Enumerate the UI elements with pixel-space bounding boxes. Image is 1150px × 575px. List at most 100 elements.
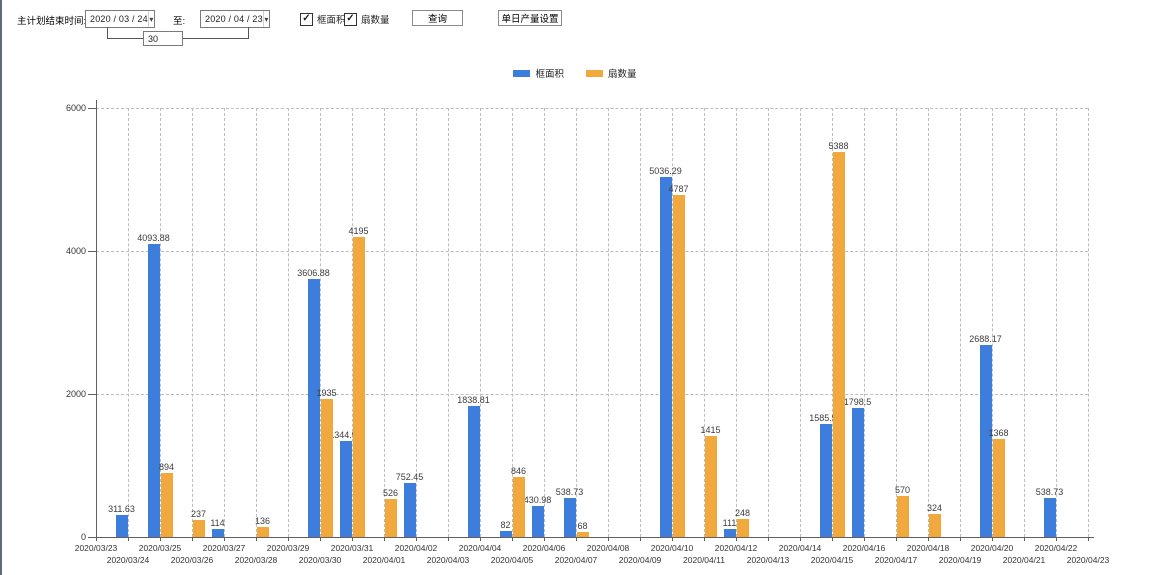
x-gridline [288, 108, 289, 537]
x-axis-label: 2020/03/30 [298, 555, 342, 565]
x-axis-label: 2020/03/29 [266, 543, 310, 553]
y-axis [96, 100, 97, 538]
connector-line [248, 27, 249, 39]
bar-value-label: 4195 [348, 226, 369, 237]
bar-框面积-2020/03/27 [211, 528, 224, 537]
x-axis-tick [736, 537, 737, 541]
bar-扇数量-2020/04/12 [736, 519, 749, 537]
x-axis-label: 2020/04/13 [746, 555, 790, 565]
bar-扇数量-2020/04/20 [992, 439, 1005, 537]
daily-output-settings-button[interactable]: 单日产量设置 [498, 10, 562, 26]
bar-扇数量-2020/04/07 [576, 532, 589, 537]
x-axis-label: 2020/04/23 [1066, 555, 1110, 565]
x-gridline [256, 108, 257, 537]
x-gridline [1088, 108, 1089, 537]
x-gridline [224, 108, 225, 537]
bar-扇数量-2020/04/15 [832, 151, 845, 537]
x-axis-label: 2020/04/09 [618, 555, 662, 565]
bar-value-label: 2688.17 [969, 333, 1002, 344]
bar-value-label: 846 [510, 465, 527, 476]
bar-value-label: 538.73 [1035, 487, 1064, 498]
interval-days-value: 30 [148, 33, 159, 44]
to-label: 至: [173, 16, 186, 27]
bar-框面积-2020/04/20 [979, 344, 992, 537]
x-axis-tick [960, 537, 961, 541]
bar-value-label: 136 [254, 516, 271, 527]
x-gridline [1024, 108, 1025, 537]
x-axis-label: 2020/03/24 [106, 555, 150, 565]
x-axis-tick [1024, 537, 1025, 541]
checkbox-check-icon: ✓ [300, 12, 313, 26]
legend-item-sash-qty[interactable]: 扇数量 [586, 66, 637, 80]
x-gridline [416, 108, 417, 537]
bar-扇数量-2020/03/31 [352, 237, 365, 537]
x-axis-tick [288, 537, 289, 541]
x-axis-label: 2020/04/14 [778, 543, 822, 553]
x-axis-label: 2020/04/02 [394, 543, 438, 553]
x-axis-tick [320, 537, 321, 541]
date-from-input[interactable]: 2020 / 03 / 24 ▾ [85, 10, 155, 28]
bar-value-label: 1585.96 [809, 412, 842, 423]
frame-area-checkbox[interactable]: ✓ 框面积 [300, 12, 346, 26]
sash-qty-checkbox[interactable]: ✓ 扇数量 [344, 12, 390, 26]
x-axis-label: 2020/04/12 [714, 543, 758, 553]
x-axis-label: 2020/03/31 [330, 543, 374, 553]
x-axis-tick [256, 537, 257, 541]
x-axis-tick [800, 537, 801, 541]
bar-框面积-2020/03/30 [307, 279, 320, 537]
x-axis-label: 2020/04/15 [810, 555, 854, 565]
bar-value-label: 1798.5 [843, 397, 872, 408]
x-gridline [192, 108, 193, 537]
x-axis-label: 2020/03/27 [202, 543, 246, 553]
x-gridline [864, 108, 865, 537]
y-axis-label: 6000 [65, 103, 86, 113]
x-gridline [768, 108, 769, 537]
bar-value-label: 538.73 [555, 487, 584, 498]
bar-value-label: 1935 [316, 387, 337, 398]
x-axis-tick [704, 537, 705, 541]
x-axis-label: 2020/03/26 [170, 555, 214, 565]
x-axis-label: 2020/04/20 [970, 543, 1014, 553]
x-axis-tick [480, 537, 481, 541]
x-axis-label: 2020/04/06 [522, 543, 566, 553]
bar-value-label: 5388 [828, 140, 849, 151]
x-axis-tick [576, 537, 577, 541]
x-axis-tick [352, 537, 353, 541]
x-gridline [160, 108, 161, 537]
legend-item-frame-area[interactable]: 框面积 [513, 66, 564, 80]
y-axis-tick [88, 108, 96, 109]
x-gridline [960, 108, 961, 537]
chevron-down-icon[interactable]: ▾ [262, 11, 269, 27]
bar-框面积-2020/03/24 [115, 514, 128, 537]
x-axis [96, 537, 1094, 538]
checkbox-check-icon: ✓ [344, 12, 357, 26]
query-button[interactable]: 查询 [412, 10, 463, 26]
bar-value-label: 1344.95 [329, 429, 362, 440]
chevron-down-icon[interactable]: ▾ [147, 11, 154, 27]
y-axis-label: 4000 [65, 246, 86, 256]
bar-value-label: 5036.29 [649, 165, 682, 176]
x-gridline [128, 108, 129, 537]
date-to-input[interactable]: 2020 / 04 / 23 ▾ [200, 10, 270, 28]
x-axis-label: 2020/04/07 [554, 555, 598, 565]
bar-框面积-2020/04/16 [851, 408, 864, 537]
bar-框面积-2020/03/25 [147, 244, 160, 537]
bar-value-label: 1415 [700, 424, 721, 435]
x-axis-label: 2020/03/25 [138, 543, 182, 553]
x-gridline [896, 108, 897, 537]
bar-扇数量-2020/03/28 [256, 527, 269, 537]
y-gridline [96, 251, 1088, 252]
x-axis-tick [192, 537, 193, 541]
y-gridline [96, 394, 1088, 395]
x-gridline [800, 108, 801, 537]
x-axis-label: 2020/04/21 [1002, 555, 1046, 565]
bar-扇数量-2020/04/05 [512, 476, 525, 537]
x-axis-label: 2020/04/18 [906, 543, 950, 553]
interval-days-input[interactable]: 30 [143, 31, 183, 46]
x-axis-tick [512, 537, 513, 541]
x-axis-tick [416, 537, 417, 541]
x-axis-label: 2020/04/03 [426, 555, 470, 565]
bar-框面积-2020/04/22 [1043, 498, 1056, 537]
bar-扇数量-2020/03/26 [192, 520, 205, 537]
